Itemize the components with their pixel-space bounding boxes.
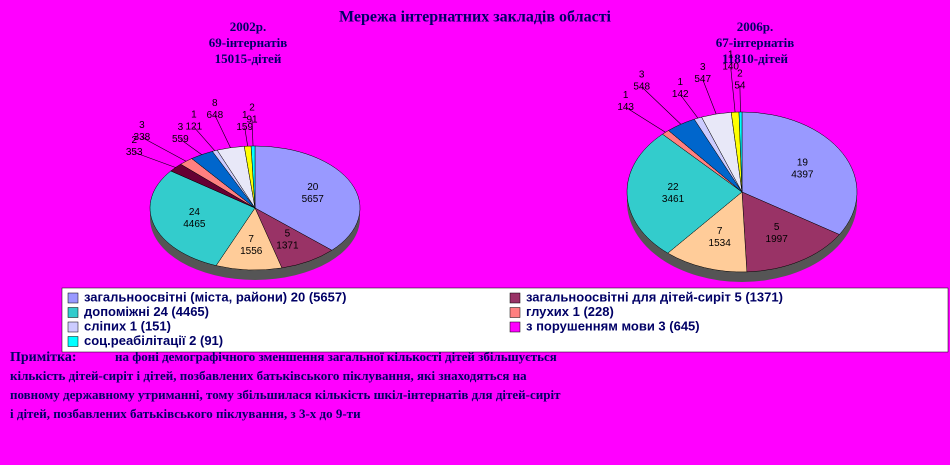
data-label: 7	[717, 226, 723, 237]
pie-title: 15015-дітей	[215, 51, 282, 66]
data-label: 140	[722, 62, 739, 73]
leader-line	[625, 106, 666, 133]
data-label: 1	[242, 110, 248, 121]
legend-label: загальноосвітні (міста, райони) 20 (5657…	[84, 289, 346, 304]
pie-slice	[626, 133, 743, 254]
data-label: 1	[191, 110, 197, 121]
data-label: 4465	[183, 219, 206, 230]
note-label: Примітка:	[10, 350, 77, 365]
data-label: 1	[623, 90, 629, 101]
data-label: 8	[212, 98, 218, 109]
pie-slice	[667, 191, 748, 273]
leader-line	[141, 137, 187, 162]
data-label: 91	[246, 114, 258, 125]
pie-title: 2002р.	[230, 19, 266, 34]
legend-label: сліпих 1 (151)	[84, 318, 171, 333]
pie-slice	[149, 170, 256, 266]
slide-title: Мережа інтернатних закладів області	[339, 9, 612, 26]
data-label: 143	[617, 102, 634, 113]
leader-line	[251, 119, 254, 147]
data-label: 3	[639, 70, 645, 81]
legend-marker	[67, 336, 79, 347]
data-label: 3	[139, 120, 145, 131]
data-label: 548	[633, 82, 650, 93]
data-label: 5657	[302, 194, 325, 205]
data-label: 4397	[791, 169, 814, 180]
data-label: 24	[189, 207, 201, 218]
leader-line	[244, 127, 248, 147]
leader-line	[641, 86, 682, 125]
legend-marker	[67, 307, 79, 318]
legend-marker	[509, 321, 521, 333]
data-label: 2	[737, 69, 743, 80]
pie-title: 67-інтернатів	[716, 35, 795, 50]
legend-label: допоміжні 24 (4465)	[84, 304, 209, 319]
data-label: 7	[248, 234, 254, 245]
legend-marker	[509, 292, 521, 304]
note-line: кількість дітей-сиріт і дітей, позбавлен…	[10, 368, 527, 383]
data-label: 20	[307, 182, 319, 193]
data-label: 1371	[276, 241, 299, 252]
data-label: 5	[774, 222, 780, 233]
leader-line	[739, 86, 741, 113]
data-label: 1534	[709, 238, 732, 249]
note-line: і дітей, позбавлених батьківського піклу…	[10, 406, 361, 421]
data-label: 3	[178, 122, 184, 133]
leader-line	[730, 67, 736, 113]
pie-title: 2006р.	[737, 19, 773, 34]
legend-label: глухих 1 (228)	[526, 304, 614, 319]
data-label: 547	[694, 74, 711, 85]
pie-title: 11810-дітей	[722, 51, 788, 66]
leader-line	[680, 94, 699, 119]
pie-slice	[741, 111, 858, 235]
data-label: 5	[285, 229, 291, 240]
data-label: 1	[677, 77, 683, 88]
data-label: 559	[172, 134, 189, 145]
data-label: 159	[236, 122, 253, 133]
data-label: 19	[797, 157, 809, 168]
data-label: 2	[131, 135, 137, 146]
legend-marker	[67, 321, 79, 333]
data-label: 1	[728, 50, 734, 61]
data-label: 2	[249, 102, 255, 113]
data-label: 3461	[662, 194, 685, 205]
legend-box	[61, 287, 949, 353]
data-label: 54	[734, 81, 746, 92]
data-label: 353	[126, 147, 143, 158]
pie-slice	[254, 145, 361, 251]
data-label: 648	[206, 110, 223, 121]
legend-label: соц.реабілітації 2 (91)	[84, 333, 223, 348]
legend-marker	[67, 292, 79, 304]
legend-marker	[509, 307, 521, 318]
data-label: 1556	[240, 246, 263, 257]
leader-line	[193, 126, 215, 151]
data-label: 338	[134, 132, 151, 143]
pie-slice	[741, 191, 840, 273]
note-line: повному державному утриманні, тому збіль…	[10, 387, 561, 402]
data-label: 142	[672, 89, 689, 100]
leader-line	[702, 79, 717, 115]
note-line: на фоні демографічного зменшення загальн…	[115, 349, 557, 364]
data-label: 121	[186, 122, 203, 133]
legend-label: з порушенням мови 3 (645)	[526, 318, 700, 333]
data-label: 22	[667, 182, 679, 193]
leader-line	[180, 138, 202, 155]
leader-line	[214, 114, 231, 148]
legend-label: загальноосвітні для дітей-сиріт 5 (1371)	[526, 289, 783, 304]
data-label: 1997	[766, 234, 789, 245]
data-label: 3	[700, 62, 706, 73]
leader-line	[134, 152, 176, 168]
pie-title: 69-інтернатів	[209, 35, 288, 50]
